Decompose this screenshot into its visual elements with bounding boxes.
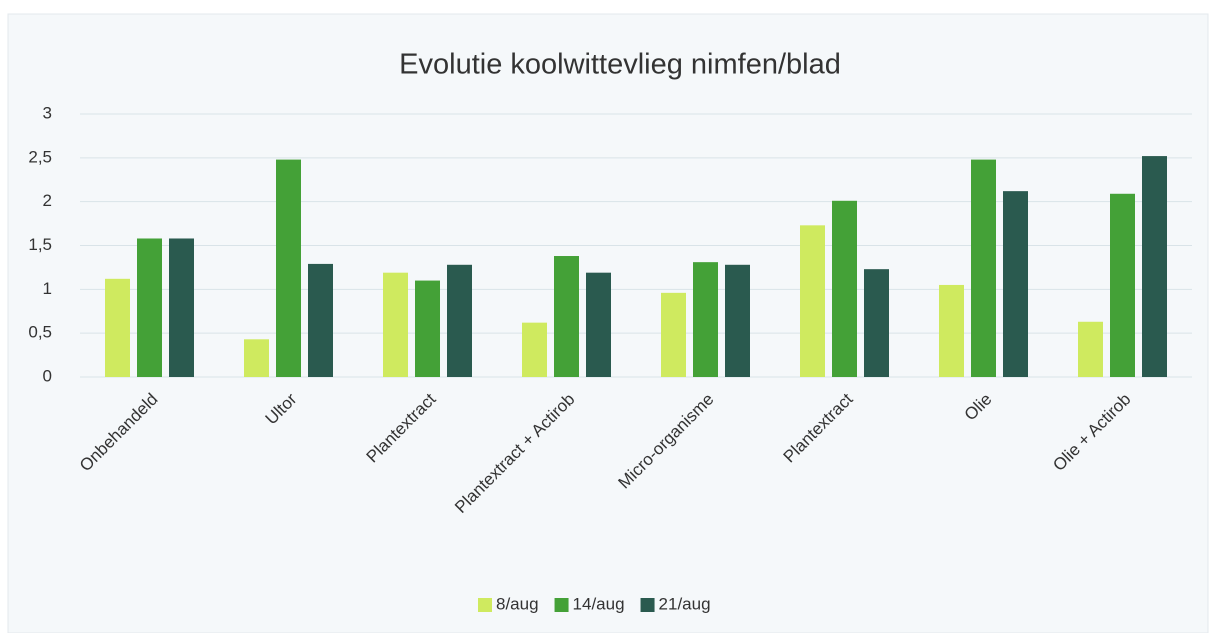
y-tick-label: 0 bbox=[43, 366, 52, 385]
bar bbox=[939, 284, 964, 377]
bar bbox=[276, 159, 301, 377]
y-tick-label: 2,5 bbox=[28, 147, 52, 166]
legend-swatch bbox=[554, 598, 569, 612]
bar bbox=[244, 339, 269, 377]
y-tick-label: 1 bbox=[43, 279, 52, 298]
y-tick-label: 3 bbox=[43, 103, 52, 122]
bar bbox=[1078, 321, 1103, 377]
chart-title: Evolutie koolwittevlieg nimfen/blad bbox=[399, 49, 841, 81]
y-tick-label: 2 bbox=[43, 191, 52, 210]
bar bbox=[105, 278, 130, 377]
bar bbox=[661, 292, 686, 377]
y-tick-label: 0,5 bbox=[28, 323, 52, 342]
bar bbox=[308, 263, 333, 377]
bar bbox=[693, 262, 718, 377]
legend-label: 14/aug bbox=[573, 594, 625, 613]
bar bbox=[971, 159, 996, 377]
bar bbox=[522, 322, 547, 377]
bar bbox=[169, 238, 194, 377]
bar bbox=[586, 272, 611, 377]
bar bbox=[383, 272, 408, 377]
legend-label: 21/aug bbox=[659, 594, 711, 613]
legend-swatch bbox=[640, 598, 655, 612]
bar bbox=[1003, 191, 1028, 377]
bar bbox=[554, 256, 579, 377]
bar bbox=[1142, 156, 1167, 377]
bar bbox=[832, 200, 857, 377]
legend-label: 8/aug bbox=[496, 594, 539, 613]
bar bbox=[864, 269, 889, 377]
bar bbox=[800, 225, 825, 377]
y-tick-label: 1,5 bbox=[28, 235, 52, 254]
bar bbox=[137, 238, 162, 377]
bar bbox=[415, 280, 440, 377]
bar bbox=[447, 264, 472, 377]
bar bbox=[725, 264, 750, 377]
bar bbox=[1110, 193, 1135, 377]
legend-swatch bbox=[478, 598, 492, 612]
